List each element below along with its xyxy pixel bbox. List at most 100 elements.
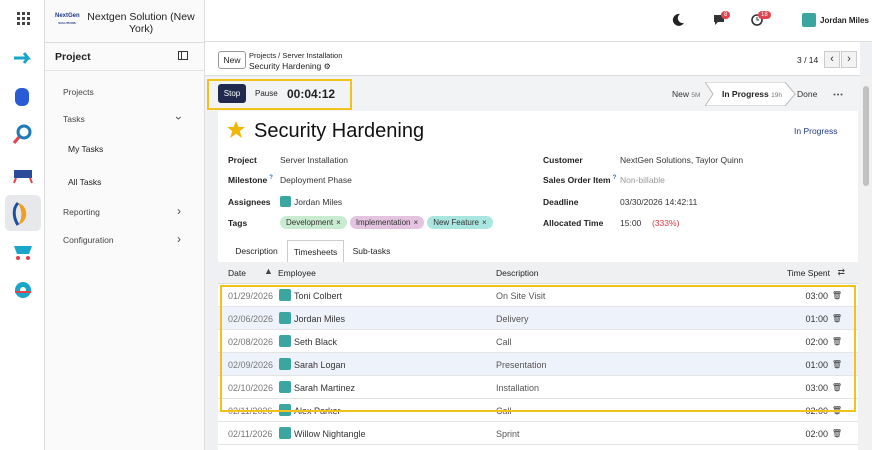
- stop-button[interactable]: Stop: [218, 84, 246, 103]
- app-rail: [0, 0, 45, 450]
- delete-icon[interactable]: 🗑: [831, 314, 842, 323]
- tag-text: New Feature: [433, 218, 479, 227]
- new-button[interactable]: New: [218, 51, 246, 69]
- tag-remove[interactable]: ×: [336, 218, 341, 227]
- active-stage-arrow: [705, 82, 796, 106]
- stage-name: In Progress: [722, 89, 769, 99]
- stage-duration: 19h: [771, 92, 783, 99]
- stage-active[interactable]: In Progress 19h: [722, 89, 782, 99]
- column-header[interactable]: Time Spent: [786, 268, 830, 278]
- pause-button[interactable]: Pause: [255, 89, 278, 98]
- employee: Toni Colbert: [294, 291, 343, 301]
- tag-remove[interactable]: ×: [413, 218, 419, 227]
- company-name[interactable]: Nextgen Solution (New York): [87, 11, 195, 35]
- field-label: Milestone?: [228, 175, 273, 185]
- sidebar-toggle[interactable]: [178, 51, 189, 61]
- app-icon[interactable]: [16, 124, 32, 140]
- table-row[interactable]: 02/10/2026 Sarah Martinez Installation 03:0…: [218, 376, 858, 399]
- menu-item[interactable]: Configuration: [63, 235, 114, 245]
- tag-remove[interactable]: ×: [481, 218, 487, 227]
- field-value[interactable]: Non-billable: [620, 175, 665, 185]
- menu-item[interactable]: Projects: [63, 87, 94, 97]
- table-row[interactable]: 02/08/2026 Seth Black Call 02:00 🗑: [218, 330, 858, 353]
- user-avatar[interactable]: [802, 13, 816, 27]
- breadcrumb-link[interactable]: Server Installation: [282, 51, 343, 60]
- field-value[interactable]: NextGen Solutions, Taylor Quinn: [620, 155, 744, 165]
- employee: Willow Nightangle: [294, 429, 366, 439]
- label-text: Allocated Time: [543, 218, 604, 228]
- breadcrumb-link[interactable]: Projects: [249, 51, 277, 60]
- label-text: Tags: [228, 218, 248, 228]
- description: Delivery: [496, 314, 529, 324]
- priority-star[interactable]: [227, 121, 245, 139]
- message-badge: 8: [721, 11, 731, 19]
- avatar: [279, 381, 291, 393]
- date: 02/06/2026: [228, 314, 274, 324]
- chevron[interactable]: ›: [177, 204, 181, 218]
- tab[interactable]: Timesheets: [287, 240, 344, 263]
- activity-icon[interactable]: [751, 14, 763, 26]
- divider: [45, 70, 205, 71]
- delete-icon[interactable]: 🗑: [831, 337, 842, 346]
- app-icon[interactable]: [15, 88, 29, 106]
- label-text: Assignees: [228, 197, 271, 207]
- avatar: [279, 358, 291, 370]
- field-value[interactable]: 03/30/2026 14:42:11: [620, 197, 698, 207]
- avatar: [279, 427, 291, 439]
- field-label: Deadline: [543, 197, 578, 207]
- stage[interactable]: Done: [797, 89, 818, 99]
- delete-icon[interactable]: 🗑: [831, 360, 842, 369]
- app-icon[interactable]: [14, 170, 32, 178]
- employee: Sarah Logan: [294, 360, 346, 370]
- theme-toggle[interactable]: [671, 13, 685, 27]
- delete-icon[interactable]: 🗑: [831, 291, 842, 300]
- chevron[interactable]: ›: [177, 232, 181, 246]
- tag: Development ×: [280, 216, 347, 229]
- menu-item[interactable]: All Tasks: [68, 177, 102, 187]
- tab[interactable]: Sub-tasks: [352, 246, 391, 256]
- table-row[interactable]: 02/11/2026 Willow Nightangle Sprint 02:00 🗑: [218, 422, 858, 445]
- column-header[interactable]: Description: [496, 268, 539, 278]
- description: Installation: [496, 383, 540, 393]
- table-row[interactable]: 01/29/2026 Toni Colbert On Site Visit 03:00…: [218, 284, 858, 307]
- date: 01/29/2026: [228, 291, 274, 301]
- menu-item[interactable]: My Tasks: [68, 144, 104, 154]
- field-value[interactable]: Jordan Miles: [294, 197, 343, 207]
- avatar: [279, 312, 291, 324]
- field-value[interactable]: Deployment Phase: [280, 175, 352, 185]
- description: Presentation: [496, 360, 547, 370]
- table-row[interactable]: 02/06/2026 Jordan Miles Delivery 01:00 🗑: [218, 307, 858, 330]
- user-name[interactable]: Jordan Miles: [820, 16, 869, 25]
- app-icon[interactable]: [14, 52, 32, 64]
- menu-item[interactable]: Reporting: [63, 207, 100, 217]
- menu-grid[interactable]: [17, 12, 30, 25]
- employee: Seth Black: [294, 337, 338, 347]
- menu-item[interactable]: Tasks: [63, 114, 85, 124]
- column-settings[interactable]: ⇄: [837, 267, 845, 277]
- scroll-thumb[interactable]: [863, 86, 869, 186]
- help-icon[interactable]: ?: [612, 175, 617, 182]
- stage-menu[interactable]: [833, 93, 843, 96]
- avatar: [279, 335, 291, 347]
- app-icon[interactable]: [14, 246, 32, 254]
- delete-icon[interactable]: 🗑: [831, 383, 842, 392]
- task-title[interactable]: Security Hardening: [254, 120, 425, 142]
- time-spent: 03:00: [805, 291, 828, 301]
- scrollbar[interactable]: [860, 76, 872, 450]
- field-value[interactable]: 15:00: [620, 218, 642, 228]
- field-value[interactable]: Server Installation: [280, 155, 349, 165]
- pager-prev[interactable]: ‹: [824, 51, 840, 68]
- date: 02/09/2026: [228, 360, 274, 370]
- table-row[interactable]: 02/09/2026 Sarah Logan Presentation 01:00 🗑: [218, 353, 858, 376]
- delete-icon[interactable]: 🗑: [831, 429, 842, 438]
- help-icon[interactable]: ?: [269, 175, 273, 182]
- column-header[interactable]: Date: [228, 268, 246, 278]
- divider: [45, 42, 205, 43]
- stage[interactable]: New 5M: [672, 89, 700, 99]
- tab[interactable]: Description: [235, 246, 278, 256]
- pager-next[interactable]: ›: [841, 51, 857, 68]
- highlight-box: [220, 285, 856, 412]
- chevron[interactable]: ›: [172, 116, 186, 120]
- column-header[interactable]: Employee: [278, 268, 316, 278]
